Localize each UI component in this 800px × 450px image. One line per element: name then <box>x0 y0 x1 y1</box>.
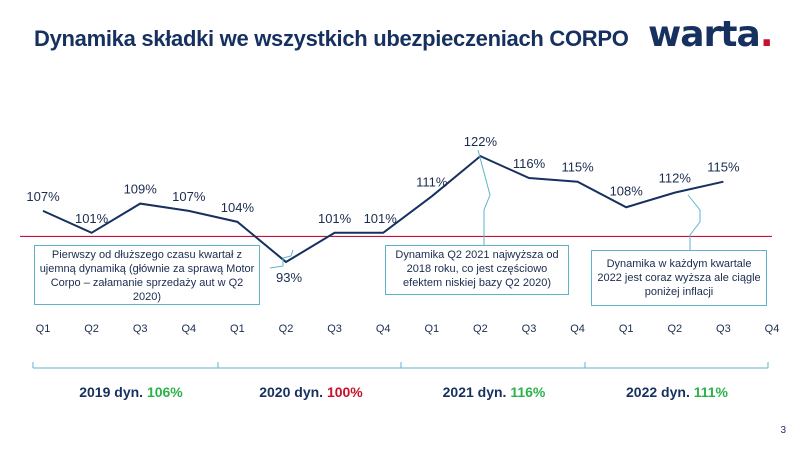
data-label: 107% <box>172 189 206 204</box>
callout-2020-q2: Pierwszy od dłuższego czasu kwartał z uj… <box>34 245 260 305</box>
callout-2021-q2: Dynamika Q2 2021 najwyższa od 2018 roku,… <box>385 245 569 295</box>
x-tick-label: Q4 <box>570 323 585 335</box>
logo-text: warta <box>648 14 761 55</box>
x-tick-label: Q1 <box>36 323 51 335</box>
data-label: 101% <box>364 211 398 226</box>
year-label-text: 2020 dyn. <box>259 384 327 400</box>
year-label-value: 116% <box>510 384 546 400</box>
x-tick-label: Q1 <box>230 323 245 335</box>
data-label: 115% <box>561 160 594 175</box>
page-title: Dynamika składki we wszystkich ubezpiecz… <box>34 26 629 51</box>
data-label: 109% <box>124 182 158 197</box>
x-tick-label: Q1 <box>619 323 634 335</box>
x-tick-label: Q2 <box>473 323 488 335</box>
logo-dot: . <box>759 14 774 55</box>
data-label: 108% <box>610 183 644 198</box>
x-tick-label: Q4 <box>376 323 391 335</box>
x-tick-label: Q3 <box>522 323 537 335</box>
x-tick-label: Q4 <box>765 323 780 335</box>
year-label-value: 106% <box>146 384 183 400</box>
year-label-2020: 2020 dyn. 100% <box>221 384 401 400</box>
dynamics-series-line <box>42 154 724 264</box>
data-label: 116% <box>513 156 546 171</box>
callout-pointer-2020 <box>269 249 294 269</box>
page-number: 3 <box>780 425 786 436</box>
year-label-text: 2022 dyn. <box>626 384 694 400</box>
x-tick-label: Q2 <box>279 323 294 335</box>
year-label-value: 100% <box>326 384 363 400</box>
x-tick-label: Q1 <box>424 323 439 335</box>
year-label-text: 2021 dyn. <box>442 384 511 400</box>
data-label: 112% <box>659 171 692 186</box>
callout-pointer-2022 <box>687 194 701 250</box>
callout-2022: Dynamika w każdym kwartale 2022 jest cor… <box>591 250 767 306</box>
data-label: 115% <box>707 160 740 175</box>
year-label-value: 111% <box>693 384 728 400</box>
x-tick-label: Q3 <box>133 323 148 335</box>
year-label-2021: 2021 dyn. 116% <box>404 384 584 400</box>
year-label-2019: 2019 dyn. 106% <box>41 384 221 400</box>
data-label: 122% <box>464 134 498 149</box>
x-tick-label: Q2 <box>84 323 99 335</box>
year-label-text: 2019 dyn. <box>79 384 147 400</box>
data-label: 101% <box>318 211 352 226</box>
year-label-2022: 2022 dyn. 111% <box>587 384 767 400</box>
data-label: 104% <box>221 200 255 215</box>
data-label: 107% <box>26 189 60 204</box>
data-label: 93% <box>276 270 302 285</box>
data-label: 111% <box>416 174 448 189</box>
x-tick-label: Q4 <box>181 323 196 335</box>
x-tick-label: Q2 <box>667 323 682 335</box>
callout-pointer-2021 <box>477 149 491 245</box>
x-tick-label: Q3 <box>716 323 731 335</box>
x-tick-label: Q3 <box>327 323 342 335</box>
data-label: 101% <box>75 211 109 226</box>
warta-logo: warta. <box>648 14 773 55</box>
